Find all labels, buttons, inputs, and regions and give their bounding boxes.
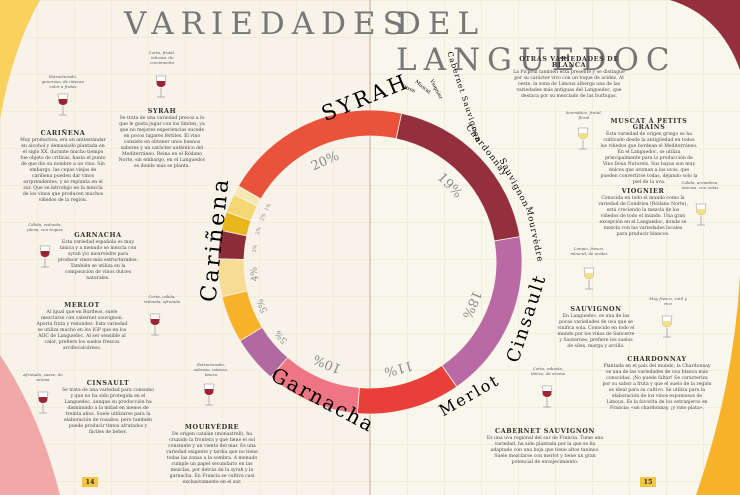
pct-label-sauvignon: 5% (256, 297, 271, 314)
block-sauvignon: SAUVIGNON En Languedoc, es una de las po… (556, 306, 636, 350)
pct-label-garnacha: 18% (459, 288, 484, 320)
wine-glass-icon (541, 385, 553, 408)
wine-glass-icon (155, 75, 167, 98)
caption-sauvignon: Limpio, fresco, mineral, de acidez (570, 246, 608, 256)
page-number-left: 14 (82, 477, 98, 487)
corner-shape-top-right (670, 0, 740, 70)
title-right: DEL LANGUEDOC (396, 6, 677, 78)
text-cabernet-sauvignon: Es una uva regional del sur de Francia. … (486, 436, 604, 465)
caption-muscat: Aromático, frutal, floral (566, 110, 602, 120)
block-chardonnay: CHARDONNAY Plantada en el país del mundo… (602, 356, 712, 412)
block-muscat: MUSCAT À PETITS GRAINS Esta variedad de … (600, 118, 698, 186)
label-mourvedre: Mourvèdre (523, 206, 546, 264)
text-chardonnay: Plantada en el país del mundo, la Chardo… (602, 364, 712, 411)
caption-mourvedre: Estructurado, sabroso, intenso, tánico (193, 362, 229, 377)
text-muscat: Esta variedad de origen griego se ha cul… (600, 132, 698, 185)
label-otros: Otros (401, 84, 417, 95)
corner-shape-top-left (0, 0, 40, 120)
heading-carinena: CARIÑENA (40, 129, 86, 137)
caption-cabernet-sauvignon: Corta, robusto, tánico, de aroma (530, 366, 566, 376)
heading-mourvedre: MOURVÈDRE (184, 423, 240, 431)
book-spine (369, 0, 371, 495)
block-viognier: VIOGNIER Conocida en todo el mundo como … (598, 188, 688, 238)
pct-label-cinsault: 10% (311, 351, 343, 376)
wine-glass-icon (39, 245, 51, 268)
pct-label-syrah: 20% (309, 149, 342, 174)
block-mourvedre: MOURVÈDRE De origen catalán (monastrell)… (162, 424, 262, 486)
donut-slice-otros (233, 185, 262, 207)
block-cabernet-sauvignon: CABERNET SAUVIGNON Es una uva regional d… (486, 428, 604, 466)
grid-background (370, 0, 740, 495)
heading-cinsault: CINSAULT (86, 379, 130, 387)
block-garnacha: GARNACHA Esta variedad española es muy t… (58, 232, 138, 282)
white-wine-glass-icon (577, 127, 589, 150)
wine-glass-icon (203, 383, 215, 406)
heading-muscat: MUSCAT À PETITS GRAINS (610, 117, 688, 131)
pct-label-cari-ena: 19% (434, 170, 465, 201)
caption-viognier: Cálida, aromática, intensa, con notas (681, 180, 719, 190)
text-merlot: Al igual que en Burdeos, suele mezclarse… (36, 310, 128, 351)
white-wine-glass-icon (661, 315, 673, 338)
donut-slice-syrah (237, 109, 403, 200)
white-wine-glass-icon (583, 267, 595, 290)
heading-viognier: VIOGNIER (621, 187, 665, 195)
left-page (0, 0, 370, 495)
caption-cinsault: Afrutado, suave, de aroma (23, 372, 63, 382)
block-carinena: CARIÑENA Muy productiva, era un antiestá… (20, 130, 106, 204)
wine-glass-icon (149, 313, 161, 336)
pct-label-muscat: 2% (259, 212, 268, 222)
heading-garnacha: GARNACHA (74, 231, 122, 239)
pct-label-mourv-dre: 5% (273, 328, 290, 346)
text-cinsault: Se trata de una variedad para consumo y … (62, 388, 154, 435)
donut-slice-garnacha (441, 236, 523, 388)
heading-chardonnay: CHARDONNAY (627, 355, 687, 363)
text-mourvedre: De origen catalán (monastrell), ha cruza… (166, 432, 258, 485)
text-sauvignon: En Languedoc, es una de las pocas varied… (557, 314, 635, 349)
donut-chart: 20%19%18%11%10%5%5%4%3%2%2%1% Syrah Cari… (197, 50, 551, 437)
block-merlot: MERLOT Al igual que en Burdeos, suele me… (36, 302, 128, 352)
heading-merlot: MERLOT (64, 301, 100, 309)
caption-garnacha: Cálida, redonda, plena, con toques (27, 222, 63, 232)
corner-shape-bottom-right (696, 275, 740, 495)
title-left: VARIEDADES (124, 6, 411, 42)
block-cinsault: CINSAULT Se trata de una variedad para c… (62, 380, 154, 436)
page-number-right: 15 (640, 477, 656, 487)
right-page (370, 0, 740, 495)
pct-label-viognier: 2% (255, 226, 263, 235)
heading-otras-variedades: OTRAS VARIEDADES DE BLANCA (519, 55, 619, 69)
corner-shape-bottom-left (0, 355, 60, 495)
pct-label-otros: 1% (264, 202, 273, 212)
text-garnacha: Esta variedad española es muy tánica y a… (58, 240, 138, 281)
heading-sauvignon: SAUVIGNON (570, 305, 622, 313)
caption-carinena: Estructurado, generoso, de intenso color… (41, 74, 85, 89)
block-otras-variedades: OTRAS VARIEDADES DE BLANCA La Picpoul ta… (510, 56, 628, 100)
text-carinena: Muy productiva, era un antiestándar en a… (20, 138, 106, 203)
white-wine-glass-icon (695, 203, 707, 226)
text-otras-variedades: La Picpoul también está presente y se di… (513, 70, 625, 99)
pct-label-cabernet-sauvignon: 3% (252, 244, 259, 253)
pct-label-chardonnay: 4% (249, 266, 260, 282)
grid-background (0, 0, 370, 495)
caption-syrah: Corta, frutal, robusta, de crecimiento (148, 50, 176, 65)
wine-glass-icon (37, 391, 49, 414)
block-syrah: SYRAH Se trata de una variedad precoz a … (118, 108, 206, 170)
pct-label-merlot: 11% (383, 357, 415, 379)
heading-cabernet-sauvignon: CABERNET SAUVIGNON (495, 427, 595, 435)
text-syrah: Se trata de una variedad precoz a lo que… (118, 116, 206, 169)
heading-syrah: SYRAH (147, 107, 177, 115)
caption-merlot: Corta, cálida, redonda, afrutada (143, 294, 181, 304)
text-viognier: Conocida en todo el mundo como la varied… (598, 196, 688, 237)
caption-chardonnay: Muy fresco, sutil y rico (649, 296, 687, 306)
wine-glass-icon (57, 93, 69, 116)
